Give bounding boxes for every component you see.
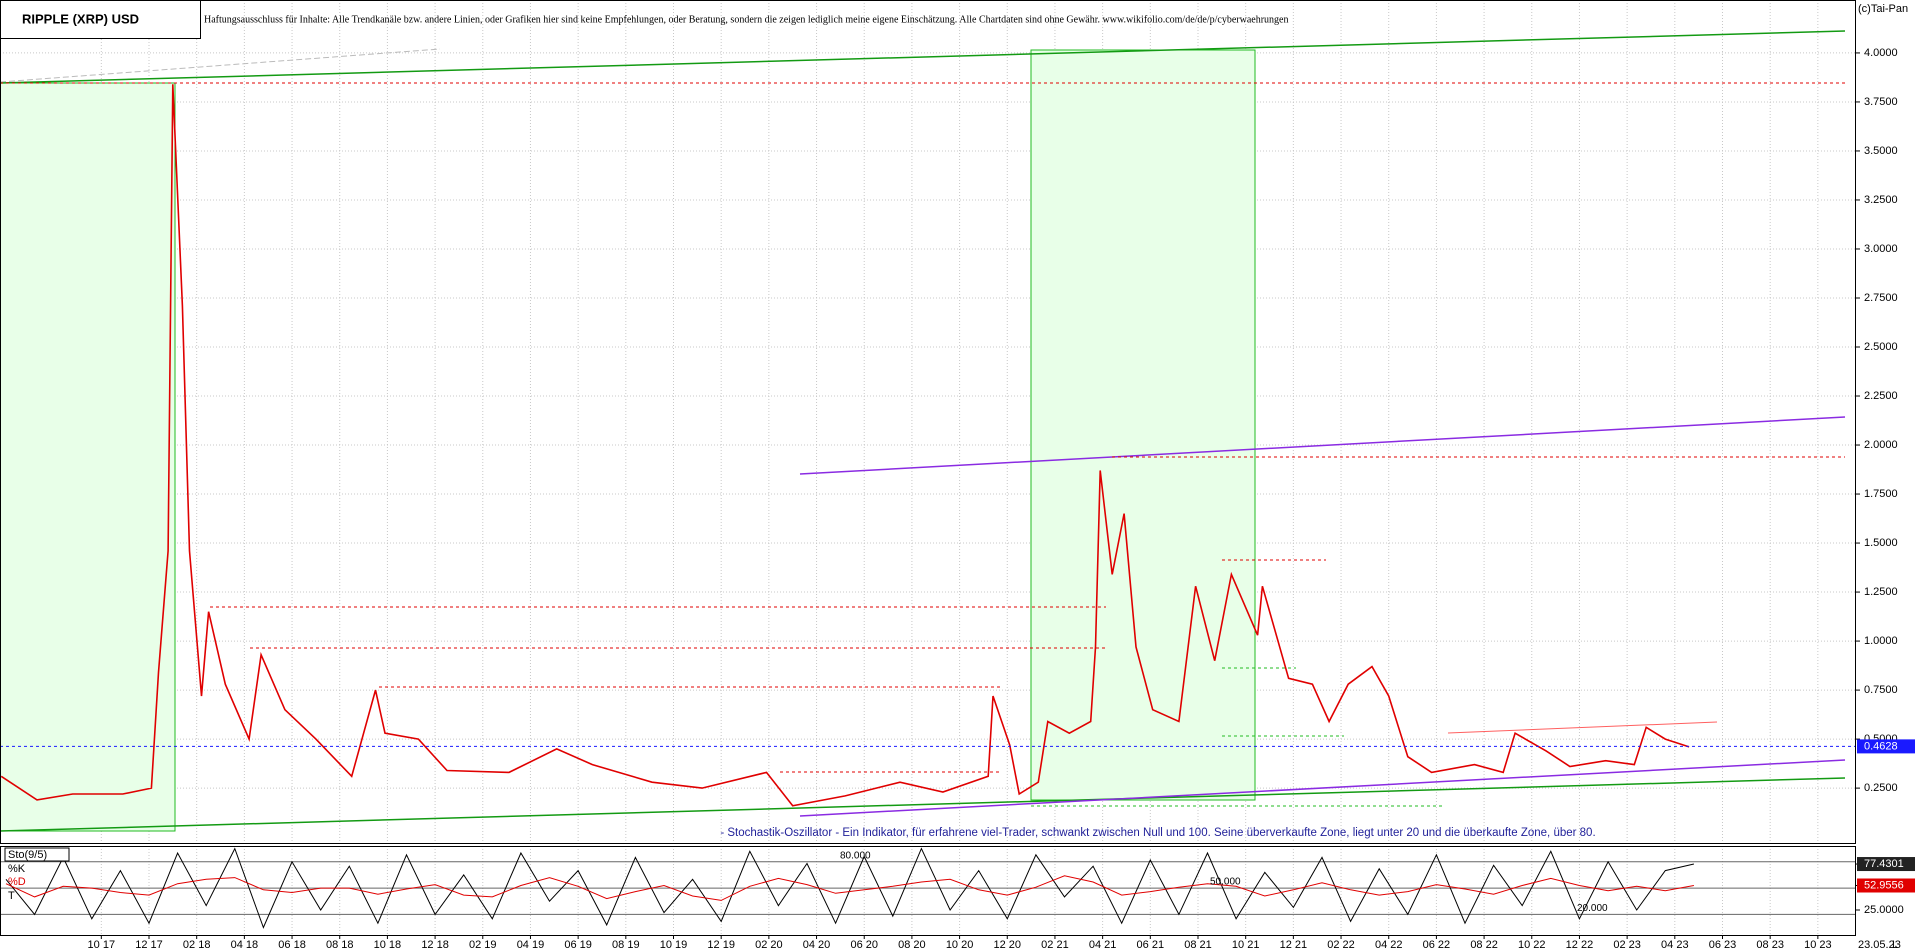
y-tick-label: 77.4301 (1864, 858, 1904, 870)
x-tick-label: 04 21 (1089, 939, 1117, 951)
x-tick-label: 08 23 (1756, 939, 1784, 951)
x-tick-label: 06 23 (1709, 939, 1737, 951)
x-tick-label: 12 19 (707, 939, 735, 951)
x-tick-label: 04 23 (1661, 939, 1689, 951)
x-tick-label: 02 21 (1041, 939, 1069, 951)
level-label: 80.000 (840, 850, 871, 861)
frame (0, 0, 1856, 844)
scale-mode: L (1892, 939, 1898, 951)
x-tick-label: 10 17 (88, 939, 116, 951)
x-tick-label: 08 21 (1184, 939, 1212, 951)
x-tick-label: 02 22 (1327, 939, 1355, 951)
y-tick-label: 3.7500 (1864, 96, 1898, 108)
x-tick-label: 12 22 (1566, 939, 1594, 951)
x-tick-label: 04 18 (231, 939, 259, 951)
x-tick-label: 12 17 (135, 939, 163, 951)
x-tick-label: 10 20 (946, 939, 974, 951)
oscillator-line (5, 875, 1694, 901)
y-tick-label: 1.7500 (1864, 488, 1898, 500)
x-tick-label: 06 20 (850, 939, 878, 951)
indicator-box (4, 847, 70, 862)
trend-line (1447, 721, 1718, 734)
x-tick-label: 10 18 (374, 939, 402, 951)
level-label: 20.000 (1577, 903, 1608, 914)
y-tick-label: 52.9556 (1864, 879, 1904, 891)
x-tick-label: 02 19 (469, 939, 497, 951)
last-date: 23.05.23 (1858, 939, 1901, 951)
x-tick-label: 06 22 (1423, 939, 1451, 951)
x-tick-label: 06 21 (1137, 939, 1165, 951)
title-box (0, 0, 201, 39)
x-tick-label: 08 20 (898, 939, 926, 951)
value-box (1857, 878, 1915, 893)
plot (0, 84, 1856, 929)
frame (0, 846, 1856, 936)
x-tick-label: 10 22 (1518, 939, 1546, 951)
y-tick-label: 3.5000 (1864, 145, 1898, 157)
x-tick-label: 04 20 (803, 939, 831, 951)
x-tick-label: 10 19 (660, 939, 688, 951)
value-box (1857, 857, 1915, 872)
trend-line (0, 30, 1846, 84)
y-tick-label: 1.5000 (1864, 537, 1898, 549)
y-tick-label: 2.5000 (1864, 341, 1898, 353)
y-tick-label: 1.0000 (1864, 635, 1898, 647)
y-tick-label: 2.7500 (1864, 292, 1898, 304)
legend-label: %D (8, 876, 26, 888)
y-tick-label: 3.0000 (1864, 243, 1898, 255)
x-tick-label: 10 23 (1804, 939, 1832, 951)
trend-line (799, 416, 1846, 475)
zone (1030, 49, 1256, 801)
level-label: 50.000 (1210, 877, 1241, 888)
y-tick-label: 4.0000 (1864, 47, 1898, 59)
zone (0, 82, 176, 832)
grid (0, 0, 1856, 935)
x-tick-label: 12 21 (1280, 939, 1308, 951)
x-tick-label: 02 23 (1613, 939, 1641, 951)
indicator-title: Sto(9/5) (8, 849, 47, 861)
last-price-label: 0.4628 (1864, 740, 1898, 752)
chart-title: RIPPLE (XRP) USD (22, 11, 139, 26)
oscillator-line (5, 847, 1695, 929)
y-tick-label: 3.2500 (1864, 194, 1898, 206)
indicator-note: - Stochastik-Oszillator - Ein Indikator,… (720, 827, 1595, 839)
y-tick-label: 2.2500 (1864, 390, 1898, 402)
price-line (0, 84, 1690, 807)
y-tick-label: 0.7500 (1864, 684, 1898, 696)
x-tick-label: 06 18 (278, 939, 306, 951)
x-tick-label: 06 19 (564, 939, 592, 951)
y-tick-label: 25.0000 (1864, 904, 1904, 916)
x-tick-label: 08 22 (1470, 939, 1498, 951)
x-tick-label: 08 18 (326, 939, 354, 951)
x-tick-label: 02 20 (755, 939, 783, 951)
x-tick-label: 12 18 (421, 939, 449, 951)
x-tick-label: 04 22 (1375, 939, 1403, 951)
trend-line (0, 777, 1846, 832)
credit: (c)Tai-Pan (1858, 3, 1908, 15)
y-tick-label: 1.2500 (1864, 586, 1898, 598)
legend-label: %K (8, 863, 26, 875)
x-tick-label: 02 18 (183, 939, 211, 951)
x-tick-label: 08 19 (612, 939, 640, 951)
x-tick-label: 10 21 (1232, 939, 1260, 951)
x-tick-label: 12 20 (994, 939, 1022, 951)
y-tick-label: 0.2500 (1864, 782, 1898, 794)
y-tick-label: 2.0000 (1864, 439, 1898, 451)
disclaimer: Haftungsausschluss für Inhalte: Alle Tre… (204, 14, 1289, 25)
x-tick-label: 04 19 (517, 939, 545, 951)
trend-line (0, 48, 441, 83)
legend-label: T (8, 890, 15, 902)
trend-line (799, 759, 1846, 817)
last-price-box (1857, 739, 1915, 754)
